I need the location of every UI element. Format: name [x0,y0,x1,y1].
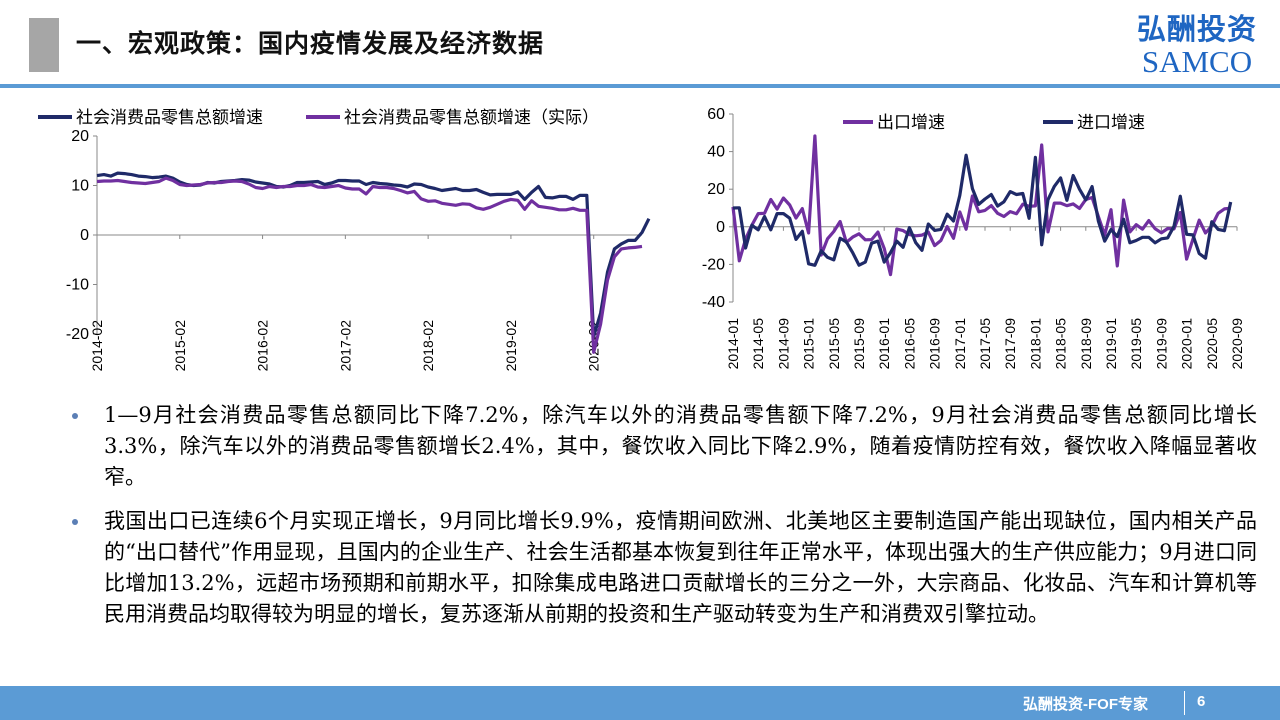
x-tick-label: 2019-05 [1128,318,1144,370]
x-tick-label: 2014-05 [750,318,766,370]
y-tick-label: -40 [702,294,725,311]
x-tick-label: 2015-05 [826,318,842,370]
x-tick-label: 2014-01 [725,318,741,370]
y-tick-label: 0 [716,219,725,236]
y-tick-label: -20 [702,256,725,273]
bullet-text: 我国出口已连续6个月实现正增长，9月同比增长9.9%，疫情期间欧洲、北美地区主要… [104,509,1257,626]
bullet-item-retail: 1—9月社会消费品零售总额同比下降7.2%，除汽车以外的消费品零售额下降7.2%… [72,400,1257,493]
legend-label: 社会消费品零售总额增速 [76,108,263,127]
x-tick-label: 2015-09 [851,318,867,370]
page-number: 6 [1197,693,1206,710]
x-tick-label: 2016-01 [876,318,892,370]
x-tick-label: 2016-02 [255,320,271,372]
x-tick-label: 2017-09 [1002,318,1018,370]
y-tick-label: 10 [71,178,89,195]
bullet-item-trade: 我国出口已连续6个月实现正增长，9月同比增长9.9%，疫情期间欧洲、北美地区主要… [72,506,1257,630]
series-line [96,171,651,339]
x-tick-label: 2019-02 [503,320,519,372]
bullet-list: 1—9月社会消费品零售总额同比下降7.2%，除汽车以外的消费品零售额下降7.2%… [72,400,1257,643]
y-tick-label: 0 [80,227,89,244]
bullet-dot [72,413,78,419]
y-tick-label: 60 [707,106,725,123]
trade-growth-chart: 60 40 20 0 -20 -40 2014-01 2014-05 2014-09 2015-0… [675,98,1265,388]
y-tick-label: -20 [66,326,89,343]
x-tick-label: 2018-09 [1078,318,1094,370]
legend-label: 进口增速 [1077,113,1145,132]
page-title: 一、宏观政策：国内疫情发展及经济数据 [76,29,545,58]
x-tick-label: 2017-01 [952,318,968,370]
y-tick-label: 40 [707,144,725,161]
company-logo: 弘酬投资 SAMCO [1122,12,1272,84]
y-tick-label: 20 [707,181,725,198]
bullet-text: 1—9月社会消费品零售总额同比下降7.2%，除汽车以外的消费品零售额下降7.2%… [104,403,1257,489]
logo-chinese-name: 弘酬投资 [1136,12,1257,46]
x-tick-label: 2018-05 [1053,318,1069,370]
x-tick-label: 2015-01 [801,318,817,370]
series-line [731,134,1231,277]
x-tick-label: 2018-02 [420,320,436,372]
x-tick-label: 2019-09 [1153,318,1169,370]
x-tick-label: 2018-01 [1027,318,1043,370]
bullet-dot [72,519,78,525]
x-tick-label: 2019-01 [1103,318,1119,370]
retail-sales-chart-svg: 20 10 0 -10 -20 2014-02 2015-02 2016-02 2017-02 2… [38,108,651,372]
x-tick-label: 2014-02 [89,320,105,372]
y-tick-label: 20 [71,128,89,145]
legend-label: 出口增速 [877,113,945,132]
x-tick-label: 2016-05 [901,318,917,370]
retail-sales-chart: 20 10 0 -10 -20 2014-02 2015-02 2016-02 2017-02 2… [30,98,670,388]
footer-bar: 弘酬投资-FOF专家 6 [0,686,1280,720]
legend-label: 社会消费品零售总额增速（实际） [344,108,599,127]
series-line [732,153,1233,267]
footer-label: 弘酬投资-FOF专家 [1023,696,1148,713]
header-divider [0,84,1280,88]
x-tick-label: 2014-09 [775,318,791,370]
footer-separator [1184,691,1185,715]
x-tick-label: 2020-05 [1204,318,1220,370]
y-tick-label: -10 [66,277,89,294]
x-tick-label: 2015-02 [172,320,188,372]
x-tick-label: 2017-05 [977,318,993,370]
x-tick-label: 2020-01 [1179,318,1195,370]
x-tick-label: 2017-02 [337,320,353,372]
x-tick-label: 2016-09 [927,318,943,370]
series-line [96,176,643,354]
logo-english-name: SAMCO [1141,44,1253,79]
title-accent-bar [29,18,59,72]
x-tick-label: 2020-09 [1229,318,1245,370]
